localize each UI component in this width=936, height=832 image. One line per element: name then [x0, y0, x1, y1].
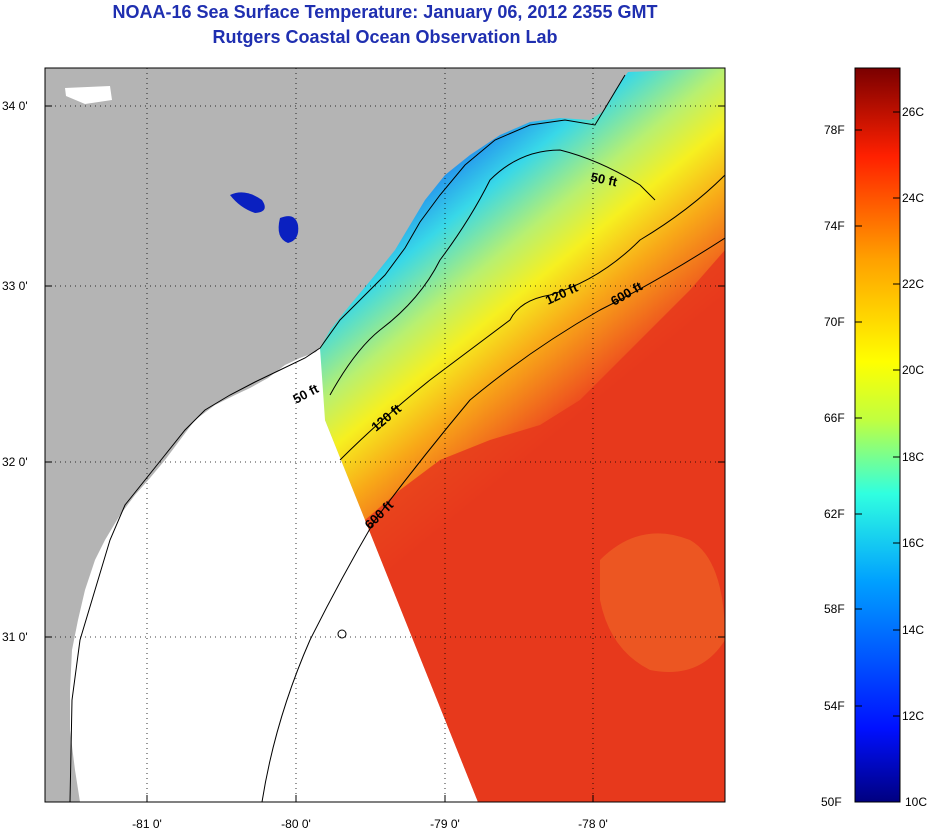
lat-label: 32 0' — [2, 455, 28, 469]
map-panel — [45, 68, 725, 802]
lon-label: -78 0' — [578, 817, 608, 831]
colorbar-f-label: 62F — [824, 507, 845, 521]
colorbar-c-label: 12C — [902, 709, 924, 723]
map-subtitle: Rutgers Coastal Ocean Observation Lab — [212, 27, 558, 47]
inland-lake — [230, 192, 265, 213]
colorbar-c-label: 26C — [902, 105, 924, 119]
colorbar-gradient — [854, 67, 901, 803]
lat-label: 34 0' — [2, 99, 28, 113]
grid-lines — [45, 68, 725, 802]
lon-label: -81 0' — [132, 817, 162, 831]
map-title: NOAA-16 Sea Surface Temperature: January… — [112, 2, 658, 22]
contour-50ft — [329, 149, 656, 396]
colorbar-f-label: 66F — [824, 411, 845, 425]
lon-label: -79 0' — [430, 817, 460, 831]
no-data-region — [70, 340, 478, 802]
lat-label: 31 0' — [2, 630, 28, 644]
colorbar-c-label: 24C — [902, 191, 924, 205]
warm-eddy — [600, 533, 725, 672]
inland-no-data — [65, 86, 112, 104]
lon-label: -80 0' — [281, 817, 311, 831]
colorbar-f-label: 58F — [824, 602, 845, 616]
colorbar-f-label: 50F — [821, 795, 842, 809]
colorbar-f-label: 74F — [824, 219, 845, 233]
inland-lake — [278, 216, 299, 243]
axis-ticks — [45, 105, 725, 802]
colorbar-f-label: 54F — [824, 699, 845, 713]
warm-water-core — [365, 250, 725, 802]
colorbar-c-label: 22C — [902, 277, 924, 291]
colorbar-c-label: 18C — [902, 450, 924, 464]
contour-600ft — [261, 237, 725, 802]
colorbar-f-label: 78F — [824, 123, 845, 137]
lat-label: 33 0' — [2, 279, 28, 293]
colorbar-c-label: 16C — [902, 536, 924, 550]
colorbar-c-label: 20C — [902, 363, 924, 377]
contour-label-50ft: 50 ft — [589, 169, 619, 189]
colorbar-c-label: 10C — [905, 795, 927, 809]
seamount-contour — [337, 629, 347, 639]
contour-120ft — [339, 174, 725, 461]
map-frame — [44, 67, 726, 803]
colorbar-f-label: 70F — [824, 315, 845, 329]
colorbar: 78F 74F 70F 66F 62F 58F 54F 50F 26C 24C … — [821, 67, 927, 809]
coastline — [69, 74, 626, 802]
colorbar-c-label: 14C — [902, 623, 924, 637]
